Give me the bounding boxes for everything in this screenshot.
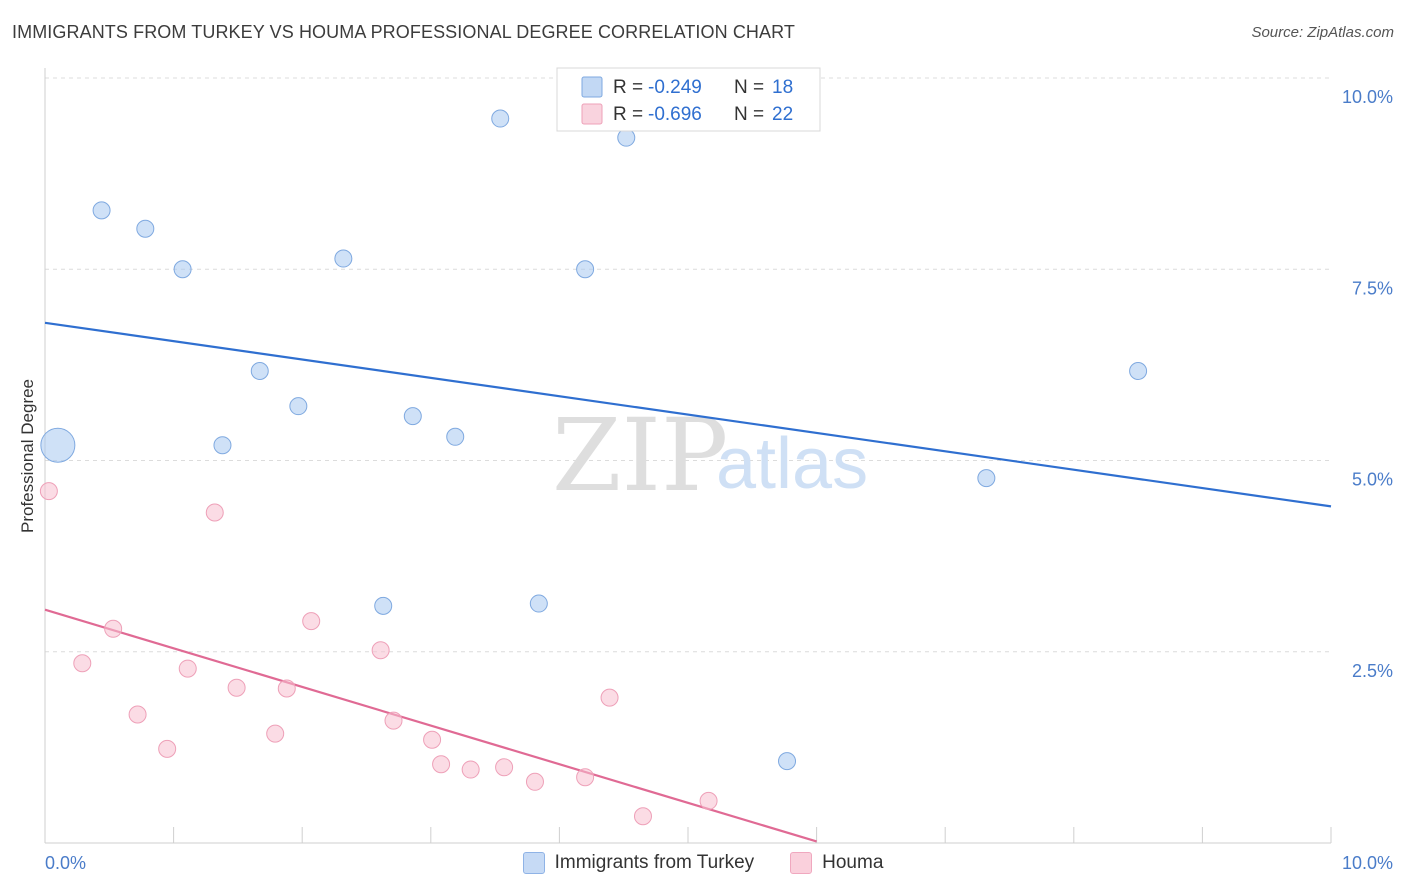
chart-title: IMMIGRANTS FROM TURKEY VS HOUMA PROFESSI…	[12, 22, 796, 42]
data-points	[39, 109, 1148, 826]
y-tick-label-3: 10.0%	[1342, 87, 1393, 107]
point-s1-2	[104, 619, 123, 638]
point-s1-3	[302, 612, 321, 631]
point-s1-13	[423, 730, 442, 749]
trend-lines	[44, 321, 1332, 843]
point-s0-9	[289, 397, 308, 416]
y-tick-label-2: 7.5%	[1352, 278, 1393, 298]
legend-r-label-1: R =	[613, 104, 643, 125]
legend-n-label-1: N =	[734, 104, 764, 125]
point-s0-7	[617, 128, 636, 147]
point-s0-2	[136, 219, 155, 238]
point-s1-18	[525, 772, 544, 791]
legend-box-swatch-1	[581, 103, 603, 125]
point-s1-1	[205, 503, 224, 522]
point-s1-9	[600, 688, 619, 707]
legend-swatch-turkey	[522, 852, 545, 874]
point-s0-1	[92, 201, 111, 220]
point-s0-15	[374, 596, 393, 615]
legend-r-label-0: R =	[613, 77, 643, 98]
point-s0-5	[576, 260, 595, 279]
point-s0-13	[1129, 361, 1148, 380]
point-s0-11	[446, 427, 465, 446]
point-s1-6	[371, 641, 390, 660]
point-s0-14	[977, 469, 996, 488]
point-s1-7	[227, 678, 246, 697]
legend-n-value-0: 18	[772, 77, 793, 98]
trend-line-0	[44, 321, 1332, 508]
point-s1-17	[495, 758, 514, 777]
tick-labels: 2.5% 5.0% 7.5% 10.0% 0.0% 10.0%	[45, 87, 1393, 873]
legend-item-houma[interactable]: Houma	[790, 852, 883, 874]
point-s0-3	[173, 260, 192, 279]
point-s1-8	[277, 679, 296, 698]
point-s1-5	[178, 659, 197, 678]
watermark-zip: ZIP	[552, 397, 728, 514]
point-s1-16	[461, 760, 480, 779]
legend-label-turkey: Immigrants from Turkey	[554, 852, 755, 873]
point-s1-15	[432, 755, 451, 774]
point-s0-16	[529, 594, 548, 613]
point-s1-10	[128, 705, 147, 724]
legend-label-houma: Houma	[822, 852, 884, 873]
point-s0-4	[334, 249, 353, 268]
x-tick-label-0: 0.0%	[45, 853, 86, 873]
point-s1-21	[633, 807, 652, 826]
legend-n-value-1: 22	[772, 104, 793, 125]
y-tick-label-0: 2.5%	[1352, 661, 1393, 681]
bottom-legend: Immigrants from Turkey Houma	[0, 852, 1406, 874]
x-tick-label-1: 10.0%	[1342, 853, 1393, 873]
point-s0-8	[250, 361, 269, 380]
trend-line-1	[44, 608, 817, 843]
legend-box-swatch-0	[581, 76, 603, 98]
legend-swatch-houma	[790, 852, 813, 874]
source-label: Source: ZipAtlas.com	[1251, 24, 1394, 41]
point-s1-20	[699, 791, 718, 810]
legend-box: R = -0.249 N = 18 R = -0.696 N = 22	[556, 67, 821, 132]
point-s1-14	[158, 739, 177, 758]
point-s0-0	[40, 427, 76, 463]
point-s1-12	[266, 724, 285, 743]
point-s1-0	[39, 482, 58, 501]
y-tick-label-1: 5.0%	[1352, 470, 1393, 490]
point-s0-12	[213, 436, 232, 455]
watermark: ZIP atlas	[552, 397, 868, 514]
point-s0-17	[778, 752, 797, 771]
legend-r-value-1: -0.696	[648, 104, 702, 125]
point-s1-19	[576, 768, 595, 787]
axes	[44, 68, 1332, 844]
legend-item-turkey[interactable]: Immigrants from Turkey	[522, 852, 755, 874]
point-s1-4	[73, 654, 92, 673]
point-s1-11	[384, 711, 403, 730]
legend-n-label-0: N =	[734, 77, 764, 98]
point-s0-10	[403, 407, 422, 426]
point-s0-6	[491, 109, 510, 128]
legend-r-value-0: -0.249	[648, 77, 702, 98]
